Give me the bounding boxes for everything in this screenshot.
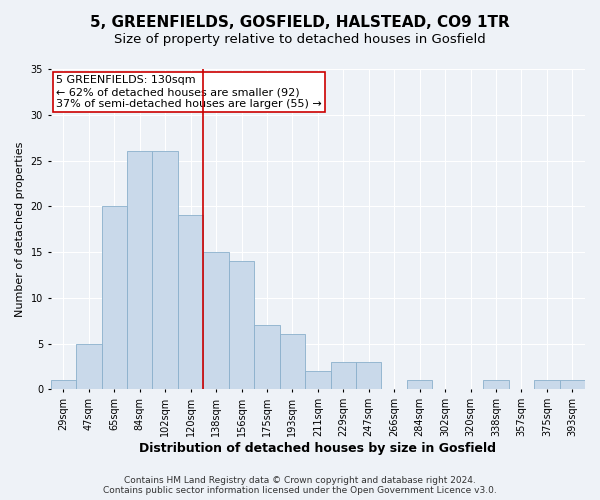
X-axis label: Distribution of detached houses by size in Gosfield: Distribution of detached houses by size … (139, 442, 496, 455)
Bar (229, 262, 254, 390)
Bar (560, 380, 585, 390)
Bar (203, 252, 229, 390)
Text: 5, GREENFIELDS, GOSFIELD, HALSTEAD, CO9 1TR: 5, GREENFIELDS, GOSFIELD, HALSTEAD, CO9 … (90, 15, 510, 30)
Bar (127, 152, 152, 390)
Bar (534, 380, 560, 390)
Bar (280, 334, 305, 390)
Bar (483, 380, 509, 390)
Bar (50, 380, 76, 390)
Bar (152, 152, 178, 390)
Bar (76, 344, 101, 390)
Bar (356, 362, 382, 390)
Bar (101, 206, 127, 390)
Text: 5 GREENFIELDS: 130sqm
← 62% of detached houses are smaller (92)
37% of semi-deta: 5 GREENFIELDS: 130sqm ← 62% of detached … (56, 76, 322, 108)
Bar (254, 326, 280, 390)
Text: Contains HM Land Registry data © Crown copyright and database right 2024.
Contai: Contains HM Land Registry data © Crown c… (103, 476, 497, 495)
Text: Size of property relative to detached houses in Gosfield: Size of property relative to detached ho… (114, 32, 486, 46)
Bar (407, 380, 433, 390)
Bar (305, 371, 331, 390)
Bar (331, 362, 356, 390)
Y-axis label: Number of detached properties: Number of detached properties (15, 142, 25, 317)
Bar (178, 216, 203, 390)
